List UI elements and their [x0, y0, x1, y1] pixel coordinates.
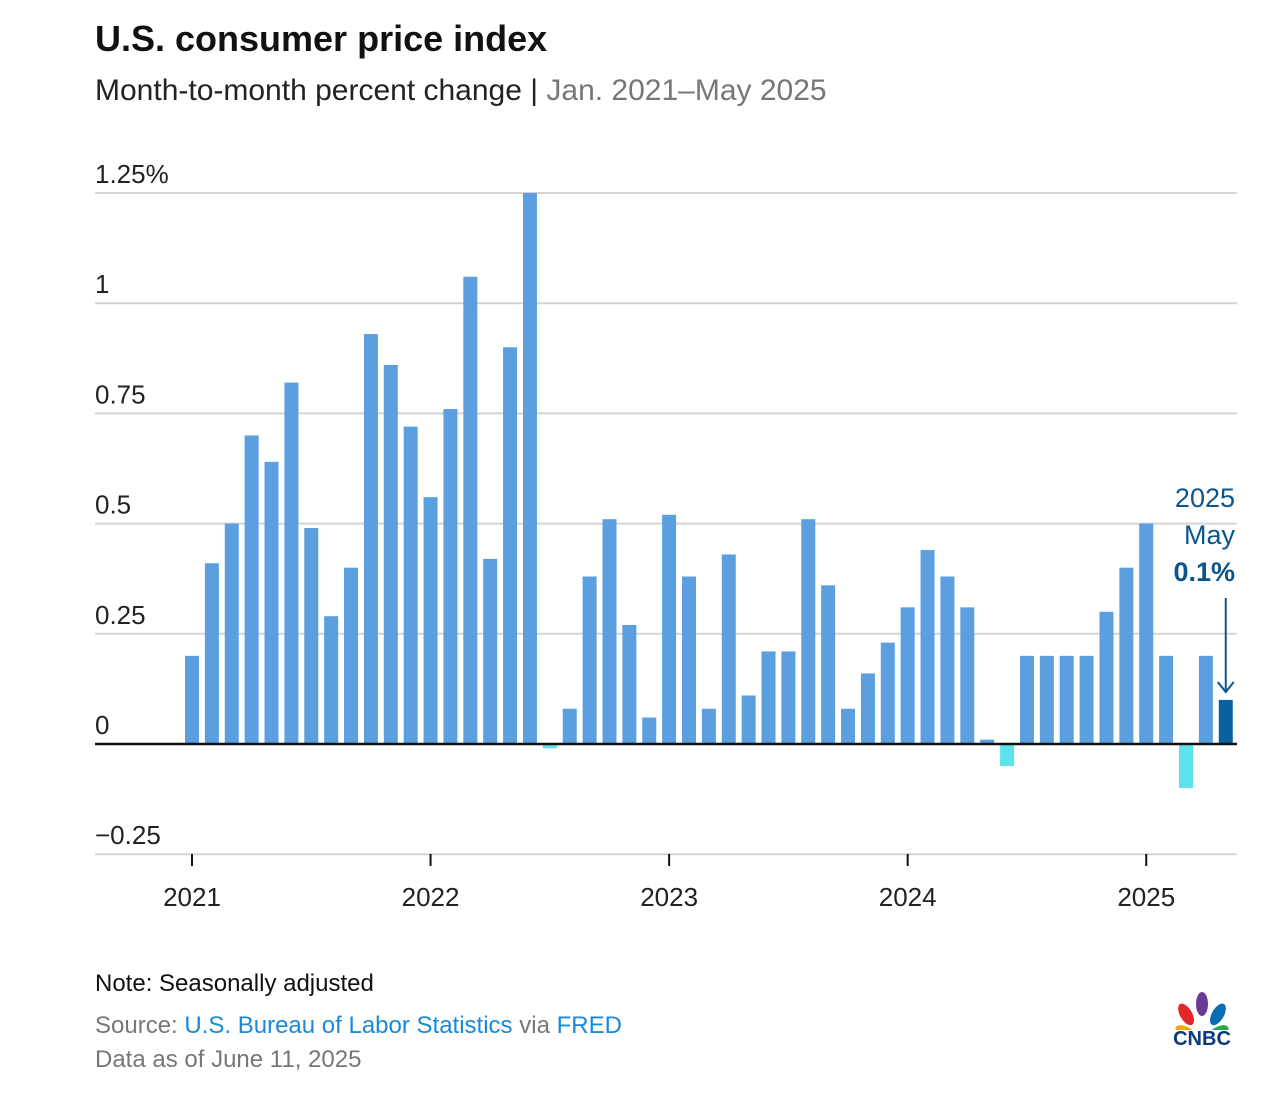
bar [483, 558, 498, 744]
bar [244, 435, 259, 744]
bar [1059, 655, 1074, 744]
y-tick-label: 0.75 [95, 379, 146, 409]
bar [940, 576, 955, 744]
annotation-month: May [1184, 520, 1236, 550]
source: Source: U.S. Bureau of Labor Statistics … [95, 1012, 622, 1040]
bar [622, 624, 637, 744]
bar [642, 717, 657, 744]
bar [1179, 744, 1193, 789]
bar [185, 655, 199, 744]
bar [980, 739, 995, 744]
bar [1119, 567, 1134, 744]
bar [1019, 655, 1034, 744]
bar [1159, 655, 1174, 744]
bar [880, 642, 895, 744]
y-tick-label: 1.25% [95, 159, 169, 189]
cnbc-logo: CNBC [1166, 990, 1238, 1050]
subtitle-main: Month-to-month percent change [95, 74, 522, 107]
y-tick-label: 0.5 [95, 490, 131, 520]
x-tick-label: 2025 [1117, 882, 1175, 912]
bar [503, 347, 518, 744]
bar [1000, 744, 1015, 767]
subtitle-separator: | [521, 74, 547, 107]
bar [363, 334, 378, 744]
chart-title: U.S. consumer price index [95, 18, 548, 59]
bar [741, 695, 756, 744]
data-as-of: Data as of June 11, 2025 [95, 1046, 362, 1073]
bar [562, 708, 577, 744]
bar [801, 519, 816, 744]
note: Note: Seasonally adjusted [95, 970, 374, 997]
bar [900, 607, 915, 744]
bar [1039, 655, 1054, 744]
bar [443, 408, 458, 744]
peacock-icon [1175, 992, 1229, 1030]
source-prefix: Source: [95, 1012, 185, 1039]
bar [761, 651, 776, 744]
bar [204, 563, 219, 744]
arrow-head-icon [1216, 681, 1235, 694]
bar [781, 651, 796, 744]
annotation-year: 2025 [1175, 483, 1235, 513]
y-tick-label: −0.25 [95, 820, 161, 850]
source-bls-link[interactable]: U.S. Bureau of Labor Statistics [184, 1012, 513, 1039]
bar [423, 497, 438, 744]
bar [403, 426, 418, 744]
bar [1198, 655, 1213, 744]
chart-subtitle: Month-to-month percent change | Jan. 202… [95, 74, 827, 108]
bar [682, 576, 696, 744]
y-tick-label: 0 [95, 710, 109, 740]
bar [960, 607, 975, 744]
x-tick-label: 2021 [163, 882, 221, 912]
bar-chart: −0.25 0 0.25 0.5 0.75 1 1.25% 2021 2022 2023 2024 2… [95, 159, 1237, 912]
logo-text: CNBC [1173, 1028, 1231, 1050]
bar [582, 576, 597, 744]
bar [383, 364, 398, 744]
bar [860, 673, 875, 744]
bar [344, 567, 359, 744]
bar [522, 193, 537, 744]
bar [224, 523, 239, 744]
bar [721, 554, 736, 744]
bar [1099, 611, 1114, 744]
bar [324, 616, 339, 744]
bar [463, 276, 478, 744]
x-tick-label: 2023 [640, 882, 698, 912]
bar [821, 585, 836, 744]
bar [602, 519, 617, 744]
bar [304, 528, 319, 744]
x-tick-label: 2022 [402, 882, 460, 912]
bar [1139, 523, 1154, 744]
bar [1079, 655, 1094, 744]
bar [662, 514, 677, 744]
bar [920, 550, 935, 744]
y-tick-label: 0.25 [95, 600, 146, 630]
bar [1218, 699, 1233, 744]
source-fred-link[interactable]: FRED [556, 1012, 622, 1039]
annotation-value: 0.1% [1173, 557, 1235, 587]
bar [542, 744, 557, 749]
bar [701, 708, 716, 744]
bar [284, 382, 299, 744]
bar [841, 708, 856, 744]
source-via: via [512, 1012, 557, 1039]
bar [264, 461, 279, 744]
y-tick-label: 1 [95, 269, 109, 299]
x-tick-label: 2024 [879, 882, 937, 912]
subtitle-range: Jan. 2021–May 2025 [546, 74, 827, 107]
